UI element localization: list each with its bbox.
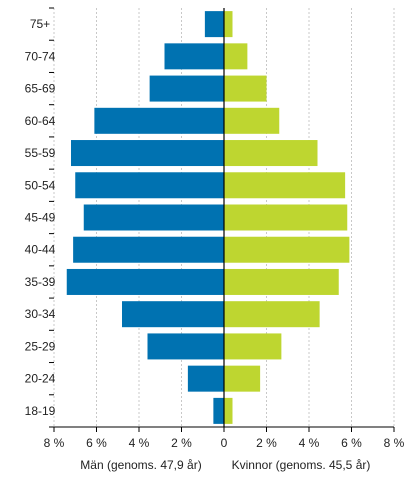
bar-men-55-59	[71, 140, 224, 167]
bar-men-18-19	[213, 397, 224, 424]
bar-women-40-44	[224, 236, 350, 263]
bar-women-70-74	[224, 43, 248, 70]
category-label: 45-49	[25, 211, 56, 225]
bars	[66, 11, 350, 424]
category-label: 18-19	[25, 404, 56, 418]
category-label: 60-64	[25, 114, 56, 128]
bar-women-20-24	[224, 365, 261, 392]
bar-women-18-19	[224, 397, 233, 424]
bar-men-65-69	[149, 75, 224, 102]
bar-men-45-49	[83, 204, 224, 231]
bar-men-70-74	[164, 43, 224, 70]
bar-women-75+	[224, 11, 233, 38]
bar-women-50-54	[224, 172, 346, 199]
bar-men-60-64	[94, 107, 224, 134]
bar-men-75+	[204, 11, 224, 38]
bar-women-65-69	[224, 75, 267, 102]
x-axis-title-men: Män (genoms. 47,9 år)	[80, 458, 201, 472]
bar-men-25-29	[147, 333, 224, 360]
category-label: 75+	[30, 17, 50, 31]
tick-labels: 75+ 70-74 65-69 60-64 55-59 50-54 45-49 40-44 35…	[25, 17, 405, 450]
bar-men-30-34	[122, 301, 224, 328]
x-tick-label: 4 %	[129, 436, 150, 450]
x-tick-label: 2 %	[171, 436, 192, 450]
category-label: 25-29	[25, 339, 56, 353]
category-label: 55-59	[25, 146, 56, 160]
category-label: 20-24	[25, 372, 56, 386]
bar-men-40-44	[73, 236, 224, 263]
x-tick-label: 6 %	[86, 436, 107, 450]
x-tick-label: 4 %	[299, 436, 320, 450]
category-label: 35-39	[25, 275, 56, 289]
x-tick-label: 8 %	[44, 436, 65, 450]
x-tick-label: 2 %	[256, 436, 277, 450]
bar-men-50-54	[75, 172, 224, 199]
category-label: 30-34	[25, 307, 56, 321]
bar-women-30-34	[224, 301, 320, 328]
x-tick-label: 6 %	[341, 436, 362, 450]
x-axis-title-women: Kvinnor (genoms. 45,5 år)	[232, 458, 371, 472]
bar-men-35-39	[66, 268, 224, 295]
bar-men-20-24	[187, 365, 224, 392]
category-label: 40-44	[25, 243, 56, 257]
bar-women-35-39	[224, 268, 339, 295]
bar-women-25-29	[224, 333, 282, 360]
category-label: 70-74	[25, 49, 56, 63]
axes	[49, 7, 395, 432]
bar-women-55-59	[224, 140, 318, 167]
x-tick-label: 0	[221, 436, 228, 450]
bar-women-45-49	[224, 204, 348, 231]
category-label: 50-54	[25, 178, 56, 192]
x-tick-label: 8 %	[384, 436, 405, 450]
bar-women-60-64	[224, 107, 280, 134]
category-label: 65-69	[25, 82, 56, 96]
